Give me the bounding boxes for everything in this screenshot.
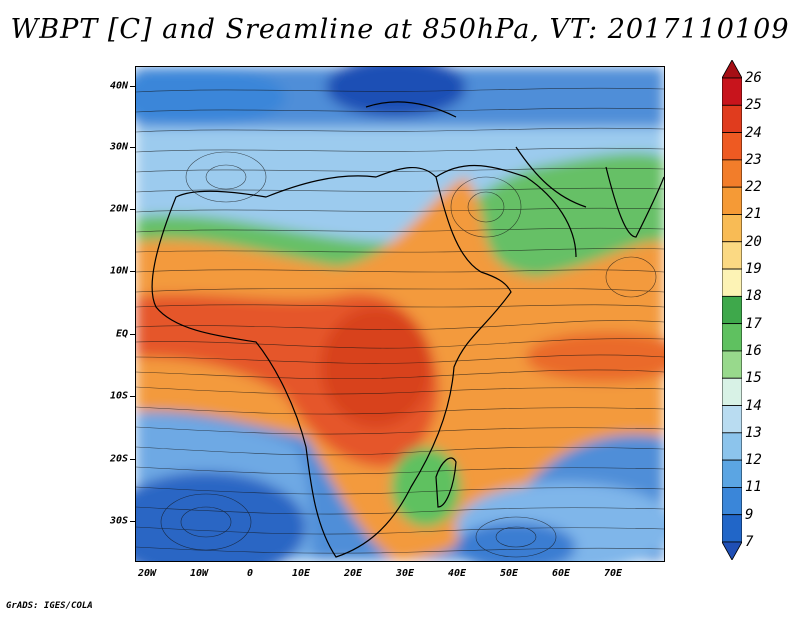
colorbar-label: 16	[745, 342, 762, 359]
chart-title: WBPT [C] and Sreamline at 850hPa, VT: 20…	[10, 14, 790, 45]
lat-label-10s: 10S	[109, 390, 128, 402]
colorbar-cell	[722, 77, 742, 106]
lat-label-30n: 30N	[109, 141, 128, 153]
colorbar-cell	[722, 405, 742, 434]
colorbar-label: 26	[745, 70, 762, 86]
colorbar-cell	[722, 104, 742, 133]
colorbar-top-triangle	[722, 60, 742, 79]
lat-tick	[130, 521, 135, 522]
colorbar-cell	[722, 377, 742, 406]
colorbar-label: 11	[745, 479, 762, 496]
colorbar-cell	[722, 323, 742, 352]
lon-label-70e: 70E	[603, 568, 623, 579]
colorbar-label: 7	[745, 534, 754, 550]
colorbar-label: 17	[745, 315, 762, 332]
lon-label-20w: 20W	[137, 568, 157, 579]
colorbar-label: 19	[745, 261, 762, 278]
lat-tick	[130, 209, 135, 210]
wbpt-field	[136, 67, 664, 561]
colorbar-label: 22	[745, 179, 762, 196]
lon-label-0: 0	[246, 568, 254, 579]
lon-label-30e: 30E	[395, 568, 415, 579]
lat-tick	[130, 459, 135, 460]
colorbar-label: 24	[745, 124, 762, 141]
colorbar-label: 23	[745, 151, 762, 168]
colorbar-cell	[722, 295, 742, 325]
lat-tick	[130, 271, 135, 272]
lon-label-20e: 20E	[343, 568, 363, 579]
lat-tick	[130, 86, 135, 87]
colorbar-cell	[722, 159, 742, 188]
lon-label-10e: 10E	[291, 568, 311, 579]
lon-label-40e: 40E	[447, 568, 467, 579]
colorbar-label: 14	[745, 397, 762, 414]
colorbar-cell	[722, 241, 742, 270]
map-plot	[135, 66, 665, 562]
lat-label-10n: 10N	[109, 265, 128, 277]
lat-label-20n: 20N	[109, 203, 128, 215]
lat-tick	[130, 334, 135, 335]
coastlines	[151, 101, 664, 558]
colorbar-cell	[722, 487, 742, 516]
lat-label-40n: 40N	[109, 80, 128, 92]
colorbar	[722, 60, 742, 560]
colorbar-cell	[722, 459, 742, 488]
lat-label-20s: 20S	[109, 453, 128, 465]
colorbar-label: 21	[745, 206, 762, 223]
lon-label-10w: 10W	[189, 568, 209, 579]
footer-credit: GrADS: IGES/COLA	[6, 601, 93, 611]
colorbar-cell	[722, 132, 742, 161]
lat-tick	[130, 396, 135, 397]
colorbar-cell	[722, 186, 742, 215]
colorbar-cell	[722, 268, 742, 297]
lat-label-30s: 30S	[109, 515, 128, 527]
colorbar-label: 20	[745, 233, 762, 250]
colorbar-label: 9	[745, 506, 754, 523]
streamlines	[136, 87, 664, 558]
colorbar-label: 12	[745, 452, 762, 469]
lon-label-50e: 50E	[499, 568, 519, 579]
colorbar-cell	[722, 432, 742, 461]
colorbar-label: 13	[745, 424, 762, 441]
colorbar-label: 25	[745, 97, 762, 114]
lat-tick	[130, 147, 135, 148]
colorbar-label: 15	[745, 370, 762, 387]
lon-label-60e: 60E	[551, 568, 571, 579]
colorbar-cell	[722, 214, 742, 243]
colorbar-bottom-triangle	[722, 541, 742, 560]
lat-label-eq: EQ	[115, 328, 128, 340]
colorbar-cell	[722, 350, 742, 379]
colorbar-cell	[722, 514, 742, 543]
colorbar-label: 18	[745, 288, 762, 305]
